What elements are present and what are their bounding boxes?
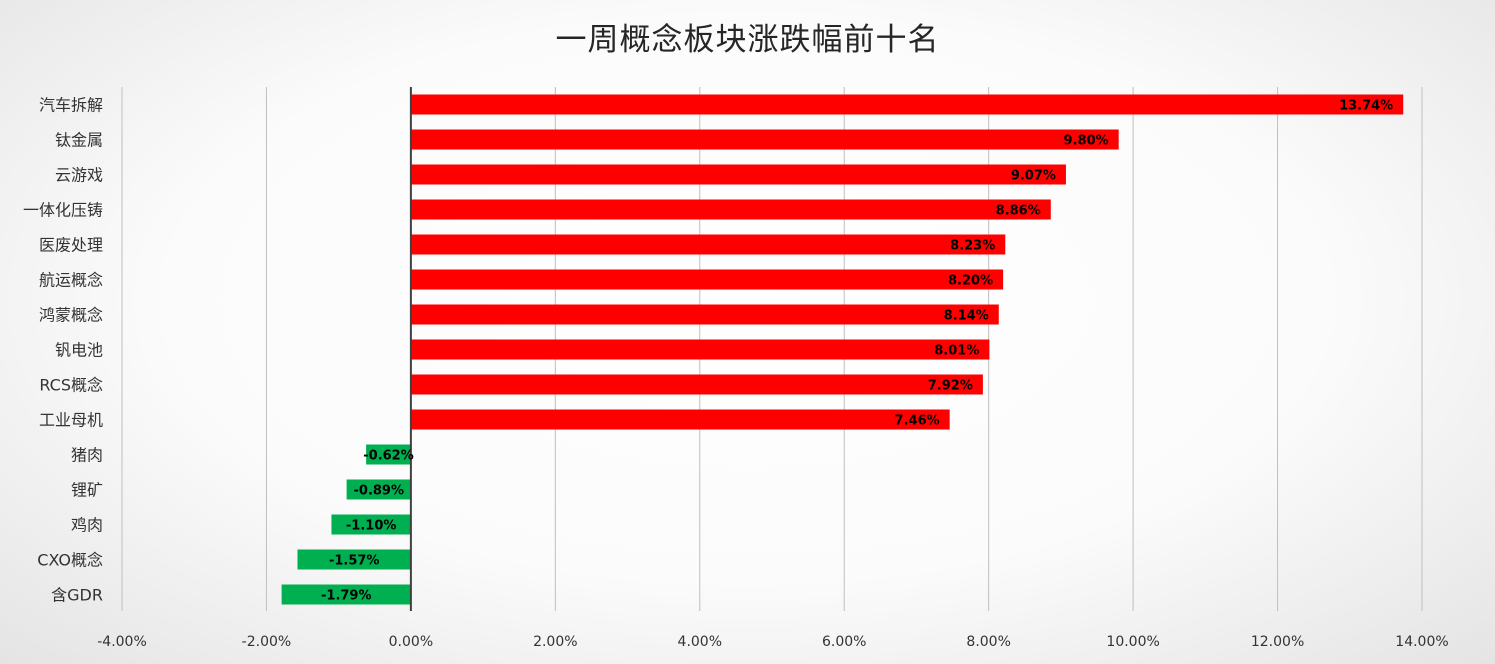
bar <box>331 514 411 535</box>
bar <box>410 164 1066 185</box>
data-label: -0.62% <box>363 449 414 464</box>
bar <box>410 374 983 395</box>
x-tick-label: -2.00% <box>242 634 292 650</box>
category-label: 工业母机 <box>39 411 103 430</box>
category-label: 鸿蒙概念 <box>39 306 103 325</box>
x-tick-label: 6.00% <box>822 634 866 650</box>
x-tick-label: 0.00% <box>389 634 433 650</box>
bar <box>410 129 1119 150</box>
x-tick-labels: -4.00% -2.00% 0.00% 2.00% 4.00% 6.00% 8.00% 10.… <box>97 634 1448 650</box>
bar <box>410 409 950 430</box>
category-label: 航运概念 <box>39 271 103 290</box>
x-tick-label: 10.00% <box>1106 634 1159 650</box>
category-label: 鸡肉 <box>71 516 103 535</box>
bar <box>346 479 411 500</box>
category-label: 钛金属 <box>55 131 103 150</box>
data-label: -1.79% <box>321 589 372 604</box>
bar <box>410 199 1051 220</box>
data-label: 13.74% <box>1339 99 1393 114</box>
category-label: 含GDR <box>51 586 103 605</box>
x-tick-label: 14.00% <box>1395 634 1448 650</box>
data-label: 7.46% <box>895 414 940 429</box>
data-label: 9.80% <box>1064 134 1109 149</box>
chart-title: 一周概念板块涨跌幅前十名 <box>555 22 940 58</box>
category-label: CXO概念 <box>37 551 103 570</box>
bar <box>410 339 990 360</box>
data-label: -0.89% <box>354 484 405 499</box>
category-label: 云游戏 <box>55 166 103 185</box>
data-label: 9.07% <box>1011 169 1056 184</box>
data-label: 8.20% <box>948 274 993 289</box>
category-label: 锂矿 <box>71 481 103 500</box>
x-tick-label: -4.00% <box>97 634 147 650</box>
bar <box>410 269 1004 290</box>
bar <box>410 234 1006 255</box>
bars <box>281 94 1404 605</box>
data-label: 8.86% <box>996 204 1041 219</box>
data-label: 8.14% <box>944 309 989 324</box>
category-label: 汽车拆解 <box>39 96 103 115</box>
bar <box>297 549 411 570</box>
category-label: 一体化压铸 <box>23 201 103 220</box>
bar <box>410 304 999 325</box>
data-label: -1.57% <box>329 554 380 569</box>
bar <box>410 94 1404 115</box>
x-tick-label: 4.00% <box>678 634 722 650</box>
data-label: 8.01% <box>934 344 979 359</box>
category-label: RCS概念 <box>39 376 103 395</box>
x-tick-label: 12.00% <box>1251 634 1304 650</box>
category-label: 医废处理 <box>39 236 103 255</box>
bar <box>281 584 411 605</box>
data-label: -1.10% <box>346 519 397 534</box>
x-tick-label: 2.00% <box>533 634 577 650</box>
category-label: 钒电池 <box>55 341 103 360</box>
data-label: 8.23% <box>950 239 995 254</box>
bar <box>366 444 411 465</box>
x-tick-label: 8.00% <box>966 634 1010 650</box>
category-label: 猪肉 <box>71 446 103 465</box>
data-label: 7.92% <box>928 379 973 394</box>
data-labels: 13.74% 9.80% 9.07% 8.86% 8.23% 8.20% 8.14% 8.01… <box>321 99 1393 604</box>
